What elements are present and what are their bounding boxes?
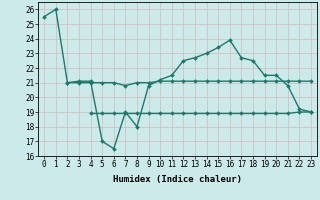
X-axis label: Humidex (Indice chaleur): Humidex (Indice chaleur) — [113, 175, 242, 184]
